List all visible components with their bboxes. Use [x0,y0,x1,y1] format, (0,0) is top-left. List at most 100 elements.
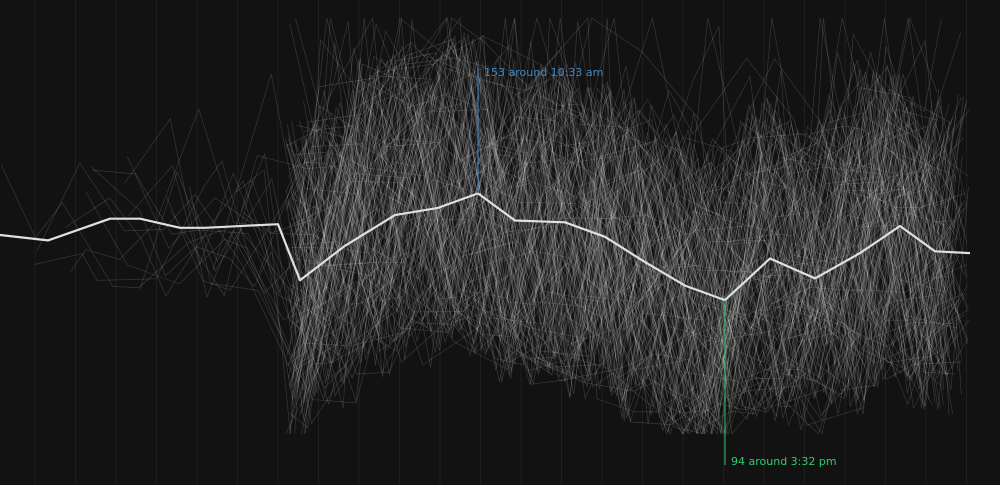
background-trace [284,57,942,319]
background-trace [298,61,966,363]
background-trace [292,16,951,395]
background-trace [294,92,941,363]
background-trace [300,17,951,435]
background-trace [126,18,933,435]
background-trace [289,49,950,435]
background-trace [286,131,960,421]
background-trace [289,54,947,412]
background-trace [284,105,942,410]
background-trace [299,47,963,416]
background-trace [291,84,937,406]
background-trace [297,18,928,419]
background-trace [300,54,929,422]
background-trace [303,46,966,417]
background-trace [301,73,939,400]
background-trace [290,17,954,435]
background-trace [302,75,943,434]
background-trace [289,23,950,394]
background-trace [303,39,954,401]
background-trace [298,18,947,373]
background-trace [302,75,957,401]
background-trace [297,103,957,362]
background-trace [290,63,949,434]
background-trace [286,97,955,396]
background-trace [300,52,969,401]
background-trace [304,16,938,376]
background-trace [242,41,946,435]
background-trace [299,101,955,410]
background-trace [139,127,963,381]
background-trace [290,39,959,396]
background-trace [288,101,958,383]
background-trace [297,78,926,407]
background-trace [236,46,953,434]
background-trace [296,142,944,410]
background-trace [296,60,963,417]
background-trace [289,64,959,414]
background-trace [290,75,963,389]
background-trace [298,89,951,418]
background-trace [290,45,968,407]
background-trace [293,130,945,425]
background-trace [289,18,964,431]
background-trace [290,82,969,424]
background-trace [166,18,944,399]
background-trace [288,16,940,387]
average-series-line [0,192,971,302]
background-trace [295,18,937,399]
annotations: 153 around 10:33 am 94 around 3:32 pm [477,66,837,468]
background-trace [190,94,970,435]
background-trace [291,42,951,434]
background-trace [293,18,962,353]
background-trace [290,38,969,391]
background-trace [298,78,958,364]
background-trace [288,77,958,394]
background-trace [258,54,940,435]
background-trace [290,125,954,399]
background-trace [290,84,958,357]
background-trace [302,104,954,376]
background-trace [291,18,929,415]
background-trace [286,118,965,432]
background-trace [286,85,953,382]
background-trace [36,119,932,414]
background-trace [91,105,960,407]
background-trace [303,141,934,423]
background-trace [302,99,967,410]
annotation-label: 94 around 3:32 pm [731,455,837,468]
background-trace [285,40,950,418]
background-trace [212,63,957,432]
background-trace [288,62,933,425]
background-trace [299,46,962,340]
background-trace [290,18,933,368]
background-trace [292,136,963,389]
background-trace [300,136,951,404]
background-trace [289,18,925,335]
background-trace [297,125,961,404]
background-trace [290,75,969,434]
background-trace [291,17,942,435]
background-trace [295,21,944,434]
background-trace [301,93,936,434]
background-trace [285,18,929,408]
grid [34,0,967,485]
background-trace [303,56,935,396]
background-trace [301,32,962,353]
background-trace [295,22,956,363]
background-trace [304,73,949,434]
background-trace [295,84,954,372]
background-trace [300,64,946,414]
background-trace [294,87,964,388]
background-trace [302,32,956,379]
background-trace [295,71,966,435]
background-trace [188,63,941,408]
background-trace [124,58,928,422]
background-trace [297,115,969,421]
background-trace [288,115,954,435]
background-trace [295,19,942,391]
background-trace [291,58,929,434]
background-trace [288,98,966,380]
background-trace [291,73,968,418]
background-trace [288,32,944,406]
